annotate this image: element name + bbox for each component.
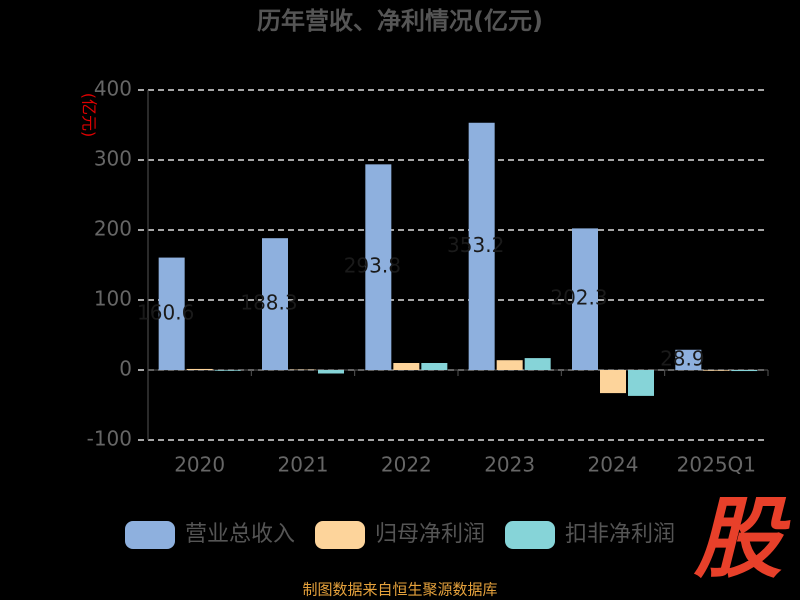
data-label: 160.6 — [137, 300, 194, 324]
legend-swatch — [505, 521, 555, 549]
bar — [158, 257, 185, 370]
bar — [214, 370, 241, 371]
y-tick-label: 200 — [94, 217, 132, 241]
data-label: 202.3 — [550, 286, 607, 310]
bar — [524, 358, 551, 370]
y-tick-label: 0 — [119, 357, 132, 381]
bar — [186, 368, 213, 370]
data-label: 28.9 — [660, 346, 705, 370]
source-note: 制图数据来自恒生聚源数据库 — [302, 581, 497, 599]
bar — [421, 363, 448, 370]
y-tick-label: 300 — [94, 147, 132, 171]
bar — [262, 238, 288, 370]
bar — [731, 370, 758, 372]
legend-swatch — [315, 521, 365, 549]
bar — [365, 164, 392, 370]
legend-label: 归母净利润 — [375, 522, 485, 547]
y-tick-label: 400 — [94, 77, 132, 101]
logo: 股 — [693, 487, 791, 590]
legend-swatch — [125, 521, 175, 549]
x-tick-label: 2022 — [381, 453, 432, 477]
bar — [703, 370, 730, 371]
bar — [675, 349, 702, 370]
bar — [628, 370, 654, 396]
x-tick-label: 2025Q1 — [677, 453, 756, 477]
bar — [318, 370, 344, 374]
bar — [572, 228, 598, 370]
y-axis-label: (亿元) — [80, 93, 99, 138]
data-label: 188.3 — [240, 291, 297, 315]
x-tick-label: 2023 — [484, 453, 535, 477]
bar — [393, 363, 420, 370]
legend-label: 营业总收入 — [185, 522, 295, 547]
x-tick-label: 2020 — [174, 453, 225, 477]
bar — [468, 122, 495, 370]
y-tick-label: 100 — [94, 287, 132, 311]
x-tick-label: 2021 — [278, 453, 329, 477]
y-tick-label: -100 — [87, 427, 132, 451]
bar — [496, 360, 523, 370]
data-label: 353.2 — [447, 233, 504, 257]
legend-label: 扣非净利润 — [565, 522, 675, 547]
chart-title: 历年营收、净利情况(亿元) — [257, 7, 543, 35]
bar — [600, 370, 626, 394]
x-tick-label: 2024 — [588, 453, 639, 477]
data-label: 293.8 — [344, 254, 401, 278]
